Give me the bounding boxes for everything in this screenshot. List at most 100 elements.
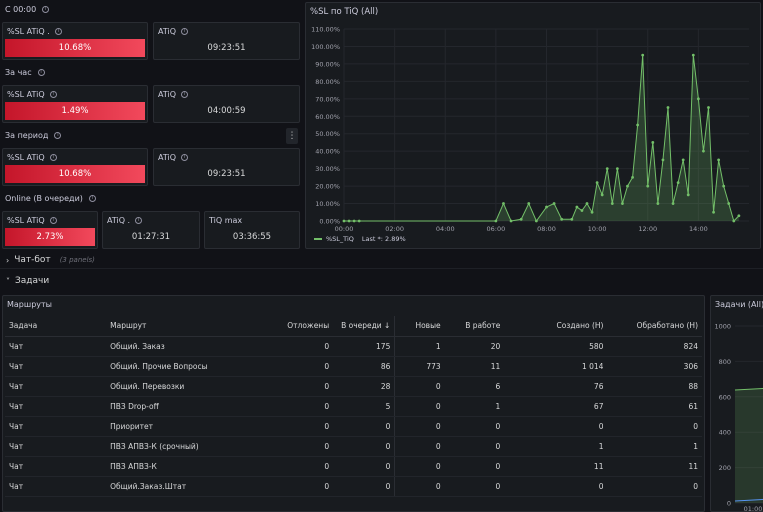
stat-panel-atiq-c0000[interactable]: ATiQ i 09:23:51 <box>153 22 300 60</box>
info-icon[interactable]: i <box>54 28 62 35</box>
data-point[interactable] <box>691 53 695 57</box>
data-point[interactable] <box>636 123 640 127</box>
data-point[interactable] <box>631 175 634 179</box>
stat-panel-atiq-hour[interactable]: ATiQ i 04:00:59 <box>153 85 300 123</box>
data-point[interactable] <box>600 193 604 197</box>
routes-panel[interactable]: Маршруты Задача Маршрут Отложены В очереди … <box>2 295 705 512</box>
data-point[interactable] <box>666 106 670 109</box>
info-icon[interactable]: i <box>37 69 45 76</box>
table-row[interactable]: Чат Приоритет 0 0 0 0 0 0 <box>5 416 702 437</box>
table-cell: 824 <box>607 336 702 357</box>
table-row[interactable]: Чат ПВЗ АПВЗ-К (срочный) 0 0 0 0 1 1 <box>5 436 702 457</box>
tasks-chart-panel[interactable]: Задачи (All) 1000 800 600 400 200 0 01:00 <box>710 295 763 512</box>
info-icon[interactable]: i <box>49 91 57 98</box>
stat-panel-sl-hour[interactable]: %SL ATiQ i 1.49% <box>2 85 148 123</box>
stat-title: ATiQ <box>158 90 177 99</box>
data-point[interactable] <box>656 202 660 205</box>
info-icon[interactable]: i <box>181 91 189 98</box>
column-header[interactable]: В очереди ↓ <box>333 316 396 337</box>
column-header[interactable]: Задача <box>5 316 107 337</box>
table-cell: Общий. Заказ <box>106 336 266 357</box>
data-point[interactable] <box>676 181 680 185</box>
data-point[interactable] <box>737 214 741 218</box>
data-point[interactable] <box>626 184 629 188</box>
info-icon[interactable]: i <box>54 132 62 139</box>
info-icon[interactable]: i <box>42 6 50 13</box>
stat-panel-sl-c0000[interactable]: %SL ATiQ . i 10.68% <box>2 22 148 60</box>
info-icon[interactable]: i <box>49 154 57 161</box>
column-header[interactable]: Обработано (Н) <box>607 316 702 337</box>
x-tick-label: 10:00 <box>588 225 607 233</box>
data-point[interactable] <box>641 53 645 57</box>
column-header[interactable]: Создано (Н) <box>504 316 608 337</box>
table-row[interactable]: Чат Общий.Заказ.Штат 0 0 0 0 0 0 <box>5 476 702 497</box>
data-point[interactable] <box>590 210 594 214</box>
data-point[interactable] <box>722 184 726 188</box>
info-icon[interactable]: i <box>88 195 96 202</box>
data-point[interactable] <box>696 97 700 101</box>
column-header[interactable]: Новые <box>394 316 445 337</box>
column-header[interactable]: В работе <box>444 316 505 337</box>
table-cell: 1 <box>504 436 608 457</box>
info-icon[interactable]: i <box>135 217 143 224</box>
data-point[interactable] <box>707 106 710 109</box>
data-point[interactable] <box>357 219 361 223</box>
data-point[interactable] <box>352 219 356 223</box>
data-point[interactable] <box>585 202 589 205</box>
section-tasks[interactable]: ˅ Задачи <box>6 276 49 286</box>
data-point[interactable] <box>605 167 609 171</box>
data-point[interactable] <box>671 202 675 205</box>
table-row[interactable]: Чат Общий. Прочие Вопросы 0 86 773 11 1 014 306 <box>5 356 702 377</box>
data-point[interactable] <box>661 158 665 162</box>
data-point[interactable] <box>342 219 346 223</box>
stat-panel-atiq-period[interactable]: ATiQ i 09:23:51 <box>153 148 300 186</box>
data-point[interactable] <box>681 158 685 162</box>
sl-chart[interactable]: 110.00% 100.00% 90.00% 80.00% 70.00% 60.00% 50… <box>306 3 762 250</box>
stat-panel-tiq-max[interactable]: TiQ max 03:36:55 <box>204 211 300 249</box>
data-point[interactable] <box>651 141 655 144</box>
data-point[interactable] <box>732 219 736 223</box>
data-point[interactable] <box>347 219 351 223</box>
stat-panel-sl-online[interactable]: %SL ATiQ i 2.73% <box>2 211 98 249</box>
data-point[interactable] <box>534 219 538 223</box>
data-point[interactable] <box>519 217 523 221</box>
sl-chart-panel[interactable]: %SL по TiQ (All) 110.00% 100.00% 90.00% 80.… <box>305 2 761 249</box>
data-point[interactable] <box>494 219 498 223</box>
data-point[interactable] <box>702 149 705 153</box>
data-point[interactable] <box>686 193 690 197</box>
data-point[interactable] <box>727 202 731 205</box>
table-row[interactable]: Чат Общий. Перевозки 0 28 0 6 76 88 <box>5 376 702 397</box>
data-point[interactable] <box>509 219 513 223</box>
data-point[interactable] <box>712 210 715 214</box>
data-point[interactable] <box>552 202 556 205</box>
data-point[interactable] <box>502 202 505 205</box>
data-point[interactable] <box>580 209 584 212</box>
info-icon[interactable]: i <box>181 28 189 35</box>
section-chatbot[interactable]: › Чат-бот (3 panels) <box>6 255 95 265</box>
stat-value: 03:36:55 <box>232 232 272 242</box>
data-point[interactable] <box>621 202 624 205</box>
stat-panel-sl-period[interactable]: %SL ATiQ i 10.68% <box>2 148 148 186</box>
info-icon[interactable]: i <box>181 154 189 161</box>
data-point[interactable] <box>570 217 574 221</box>
info-icon[interactable]: i <box>49 217 57 224</box>
stat-panel-atiq-online[interactable]: ATiQ . i 01:27:31 <box>102 211 200 249</box>
panel-menu-icon[interactable]: ⋮ <box>286 128 298 144</box>
data-point[interactable] <box>545 205 548 209</box>
data-point[interactable] <box>717 158 721 162</box>
y-tick-label: 600 <box>719 393 731 401</box>
chart-legend[interactable]: %SL_TiQ Last *: 2.89% <box>314 235 406 243</box>
column-header[interactable]: Маршрут <box>106 316 266 337</box>
data-point[interactable] <box>646 184 650 188</box>
table-row[interactable]: Чат Общий. Заказ 0 175 1 20 580 824 <box>5 336 702 357</box>
column-header[interactable]: Отложены <box>265 316 334 337</box>
table-row[interactable]: Чат ПВЗ Drop-off 0 5 0 1 67 61 <box>5 396 702 417</box>
data-point[interactable] <box>610 202 614 205</box>
data-point[interactable] <box>527 202 531 205</box>
data-point[interactable] <box>595 181 599 185</box>
data-point[interactable] <box>560 217 564 221</box>
data-point[interactable] <box>575 205 579 209</box>
data-point[interactable] <box>615 167 619 171</box>
table-row[interactable]: Чат ПВЗ АПВЗ-К 0 0 0 0 11 11 <box>5 456 702 477</box>
tasks-chart[interactable]: 1000 800 600 400 200 0 01:00 <box>711 296 763 512</box>
